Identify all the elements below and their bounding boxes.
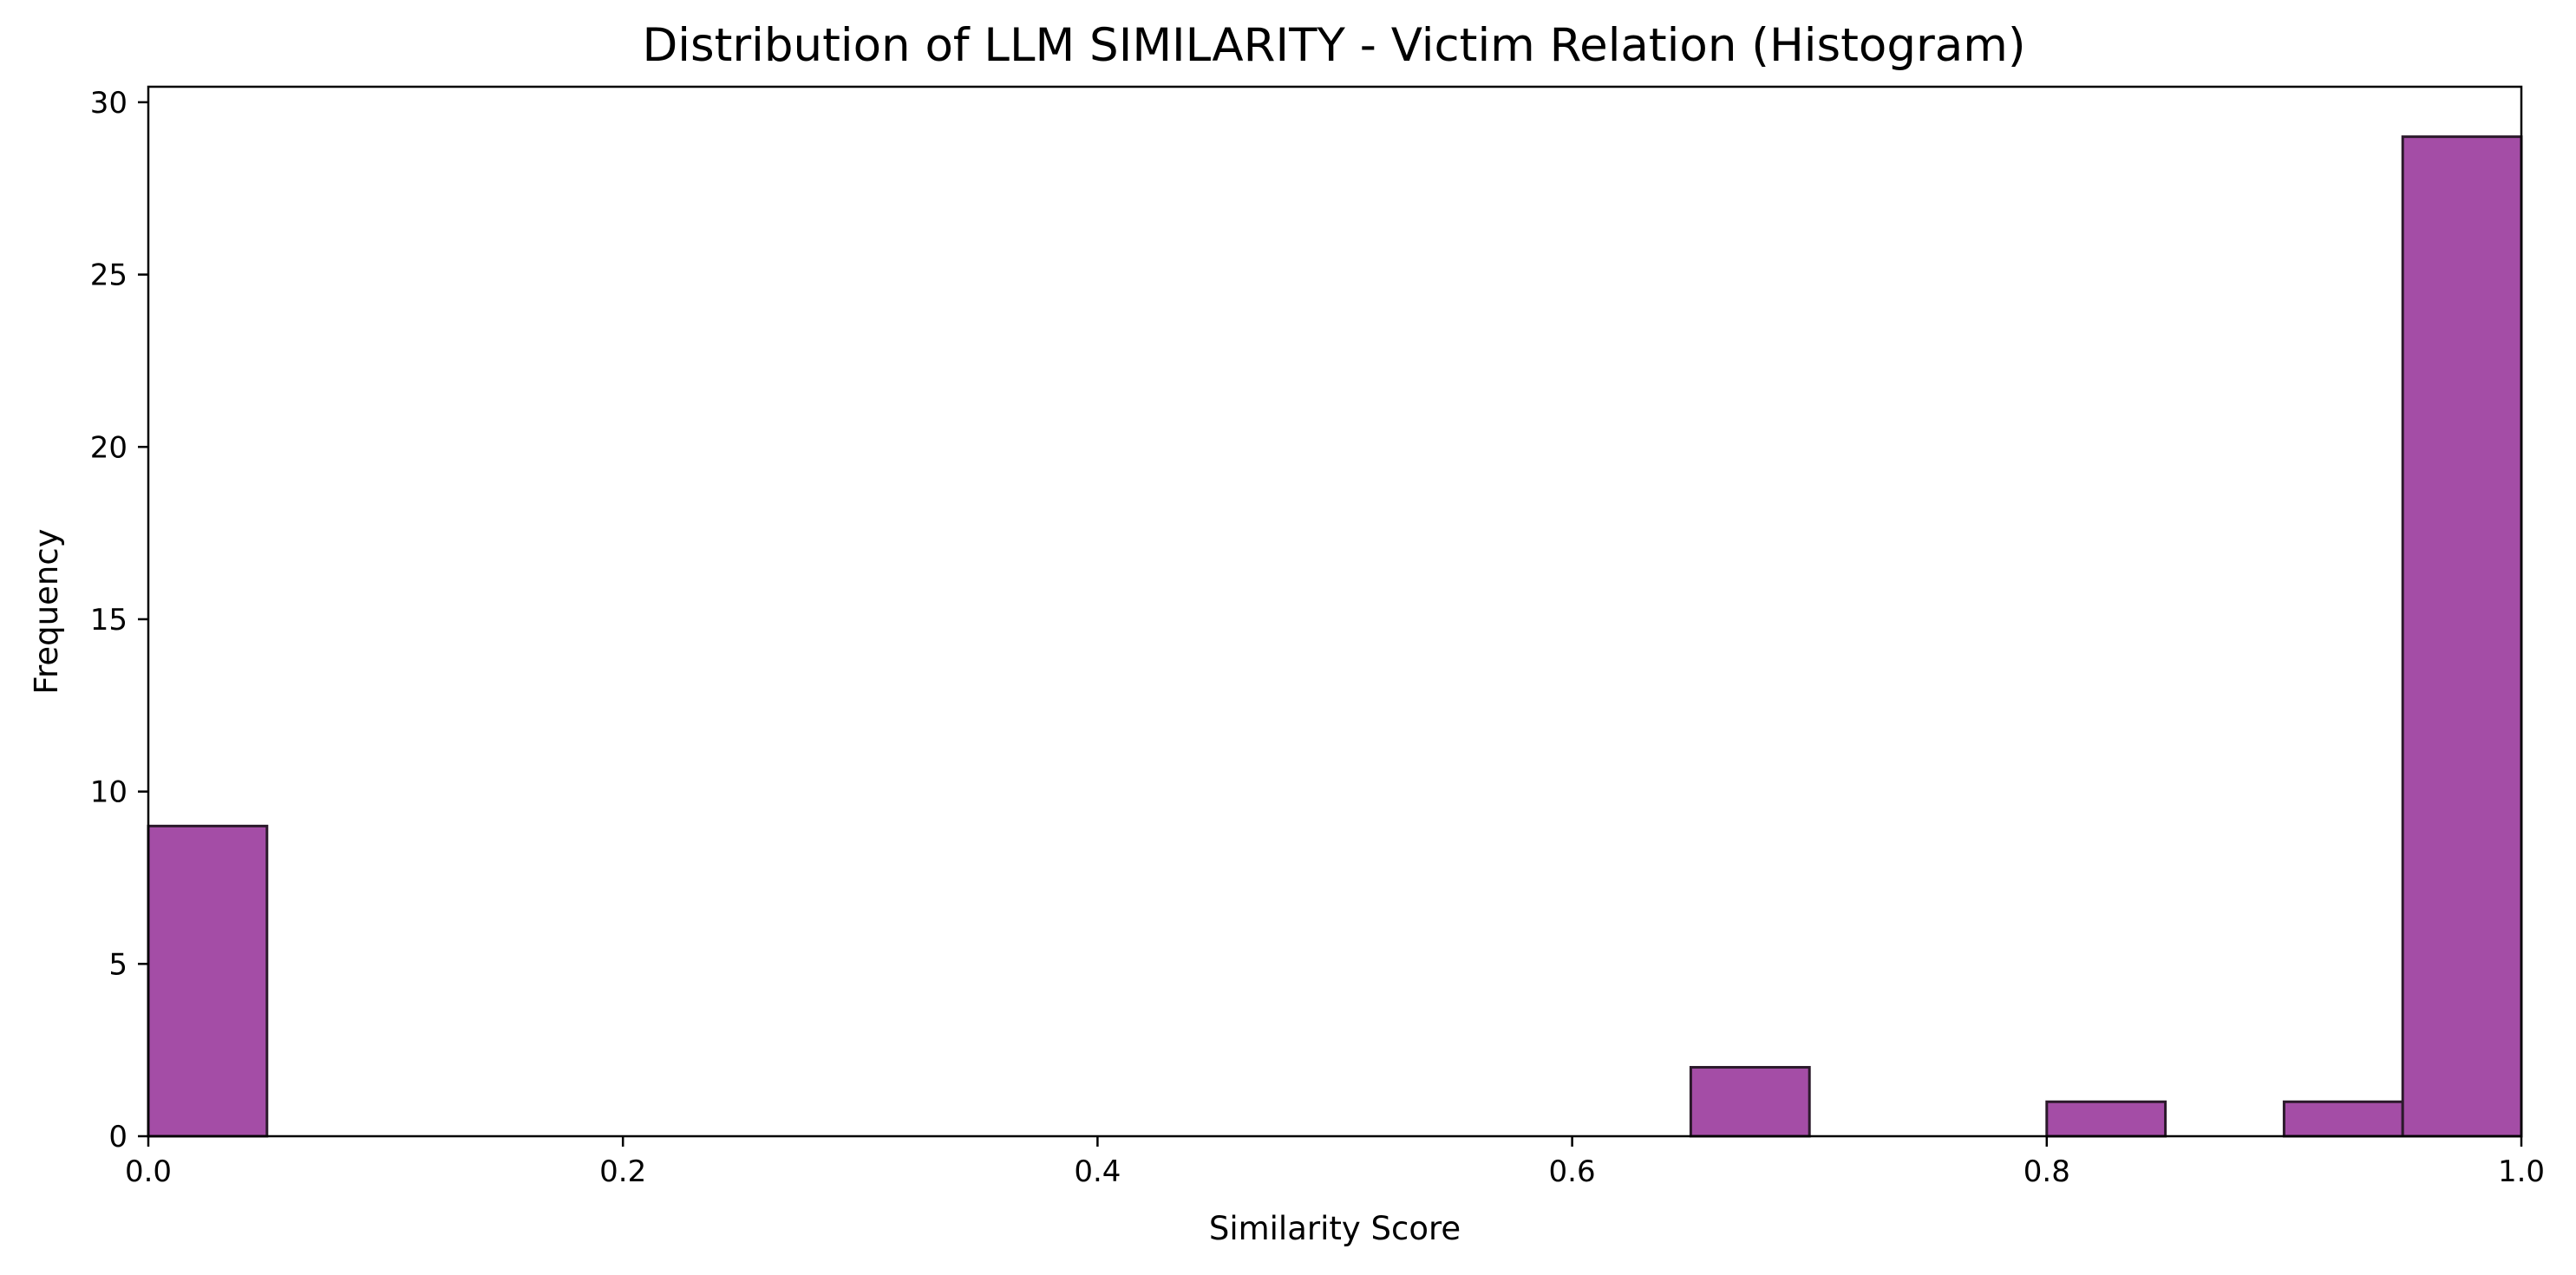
y-axis-label: Frequency xyxy=(28,528,65,694)
x-tick-label: 1.0 xyxy=(2498,1154,2545,1189)
y-tick-label: 30 xyxy=(90,86,127,121)
y-tick-label: 0 xyxy=(108,1120,127,1154)
plot-frame xyxy=(147,85,2523,1138)
x-tick-label: 0.8 xyxy=(2024,1154,2070,1189)
histogram-bar xyxy=(2045,1100,2167,1138)
y-tick-label: 15 xyxy=(90,603,127,638)
y-tick-label: 10 xyxy=(90,775,127,810)
x-tick-label: 0.2 xyxy=(599,1154,646,1189)
histogram-bar xyxy=(2282,1100,2404,1138)
bars-group xyxy=(147,135,2523,1138)
x-axis-label: Similarity Score xyxy=(1209,1210,1461,1247)
histogram-bar xyxy=(2401,135,2523,1138)
y-tick-label: 20 xyxy=(90,430,127,465)
histogram-bar xyxy=(1689,1066,1811,1138)
x-axis-ticks: 0.0 0.2 0.4 0.6 0.8 1.0 xyxy=(125,1136,2545,1189)
y-tick-label: 25 xyxy=(90,258,127,293)
y-axis-ticks: 0 5 10 15 20 25 30 xyxy=(90,86,148,1154)
histogram-bar xyxy=(147,824,269,1138)
x-tick-label: 0.6 xyxy=(1549,1154,1596,1189)
x-tick-label: 0.4 xyxy=(1074,1154,1121,1189)
chart-title: Distribution of LLM SIMILARITY - Victim … xyxy=(642,19,2025,72)
y-tick-label: 5 xyxy=(108,947,127,982)
x-tick-label: 0.0 xyxy=(125,1154,172,1189)
